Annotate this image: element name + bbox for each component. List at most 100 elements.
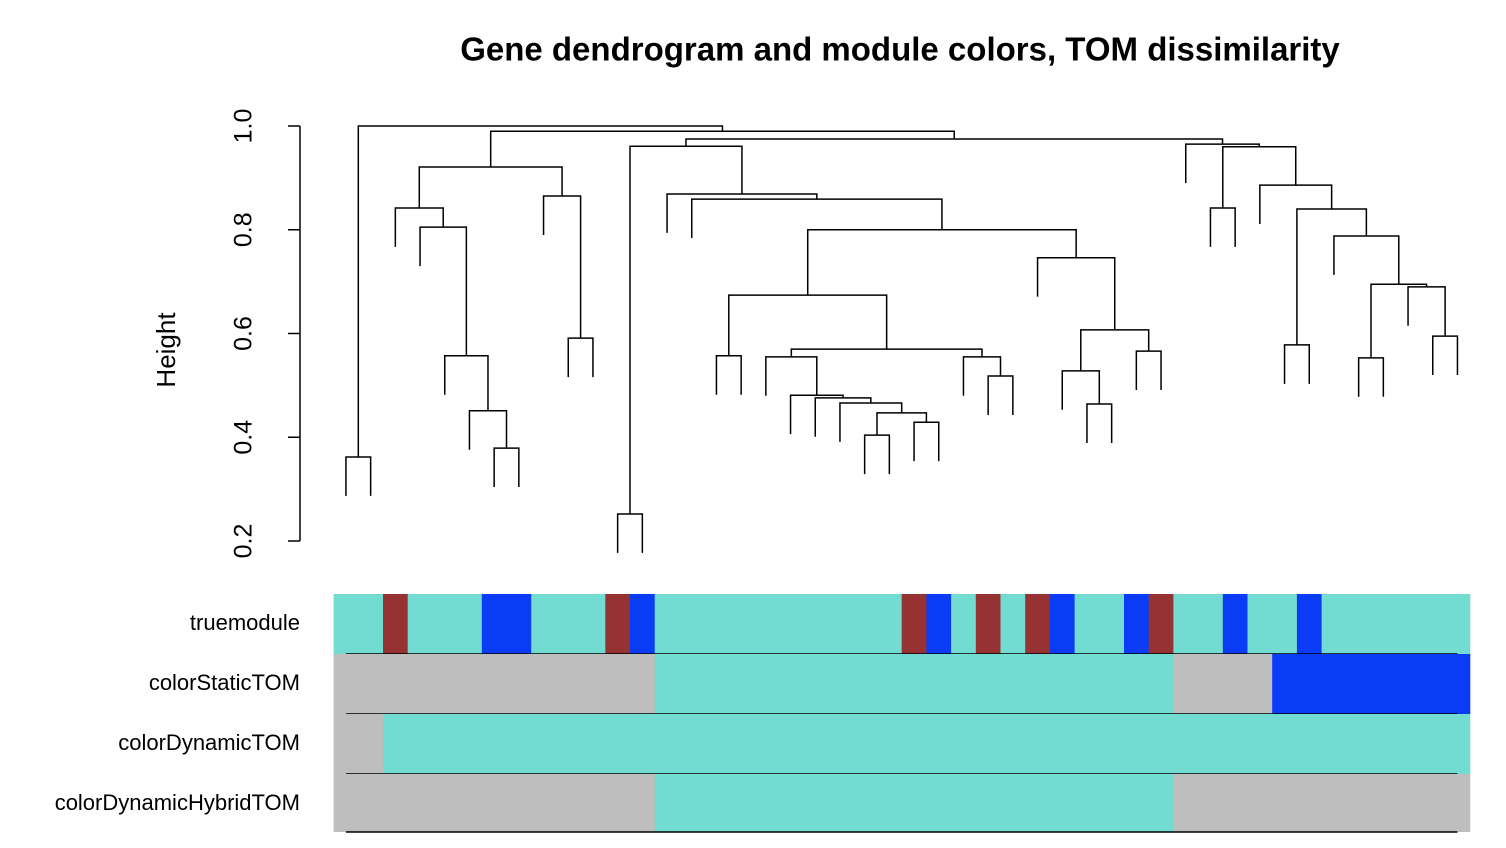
color-cell — [555, 774, 582, 832]
y-tick-label: 0.4 — [230, 420, 258, 455]
color-cell — [1124, 714, 1150, 774]
color-cell — [1099, 714, 1125, 774]
color-cell — [407, 594, 433, 654]
color-cell — [975, 654, 1001, 714]
color-cell — [827, 774, 853, 832]
color-cell — [457, 714, 483, 774]
color-cell — [358, 714, 384, 774]
y-tick-label: 0.8 — [230, 212, 258, 247]
color-cell — [1222, 714, 1248, 774]
color-cell — [333, 774, 359, 832]
color-cell — [630, 594, 656, 654]
color-cell — [333, 714, 359, 774]
color-cell — [926, 594, 952, 654]
color-cell — [383, 714, 409, 774]
dendrogram-branch — [489, 130, 955, 167]
dendrogram-branch — [962, 356, 1002, 396]
dendrogram-branch — [863, 434, 891, 475]
color-cell — [1074, 774, 1100, 832]
color-cell — [407, 774, 433, 832]
color-cell — [580, 774, 606, 832]
color-cell — [802, 714, 829, 774]
color-cell — [1148, 594, 1174, 654]
color-cell — [704, 774, 730, 832]
color-cell — [1000, 774, 1026, 832]
color-cell — [802, 594, 829, 654]
row-label: truemodule — [190, 610, 300, 635]
color-cell — [852, 714, 878, 774]
color-cell — [679, 654, 705, 714]
row-label: colorDynamicHybridTOM — [55, 790, 300, 815]
color-cell — [1025, 774, 1051, 832]
dendrogram-branch — [789, 394, 844, 435]
color-cell — [877, 714, 903, 774]
y-axis-label: Height — [151, 312, 181, 388]
color-cell — [704, 594, 730, 654]
color-cell — [1025, 714, 1051, 774]
color-cell — [605, 714, 631, 774]
color-cell — [358, 774, 384, 832]
color-cell — [679, 714, 705, 774]
color-cell — [605, 594, 631, 654]
color-cell — [1272, 714, 1298, 774]
chart-title: Gene dendrogram and module colors, TOM d… — [460, 31, 1340, 68]
dendrogram-branch — [1407, 286, 1446, 337]
color-cell — [852, 774, 878, 832]
color-cell — [1247, 654, 1273, 714]
color-cell — [1445, 594, 1471, 654]
color-cell — [1395, 594, 1421, 654]
dendrogram-branch — [357, 125, 724, 457]
color-cell — [1247, 594, 1273, 654]
color-cell — [1321, 654, 1347, 714]
color-cell — [975, 714, 1001, 774]
color-cell — [901, 774, 927, 832]
color-cell — [1222, 774, 1248, 832]
color-cell — [580, 654, 606, 714]
color-cell — [506, 774, 532, 832]
color-cell — [383, 594, 409, 654]
color-cell — [654, 654, 680, 714]
dendrogram-branch — [765, 356, 818, 396]
color-cell — [555, 594, 582, 654]
color-cell — [1148, 654, 1174, 714]
color-cell — [1074, 654, 1100, 714]
color-cell — [1247, 714, 1273, 774]
color-cell — [358, 654, 384, 714]
color-cell — [802, 774, 829, 832]
dendrogram-branch — [468, 410, 508, 450]
color-cell — [1445, 714, 1471, 774]
color-cell — [852, 654, 878, 714]
dendrogram-branch — [1209, 207, 1236, 247]
color-cell — [1420, 714, 1446, 774]
color-cell — [654, 774, 680, 832]
color-cell — [951, 714, 977, 774]
color-cell — [1198, 774, 1224, 832]
dendrogram-branch — [728, 294, 888, 356]
color-cell — [1148, 714, 1174, 774]
color-cell — [432, 654, 458, 714]
color-cell — [1296, 654, 1323, 714]
color-cell — [753, 774, 779, 832]
color-cell — [901, 594, 927, 654]
color-cell — [1346, 774, 1372, 832]
color-cell — [1321, 714, 1347, 774]
color-cell — [1099, 774, 1125, 832]
color-cell — [1371, 594, 1397, 654]
dendrogram-branch — [418, 166, 563, 208]
color-cell — [630, 774, 656, 832]
color-cell — [383, 774, 409, 832]
row-label: colorStaticTOM — [149, 670, 300, 695]
color-cell — [951, 594, 977, 654]
color-cell — [728, 714, 754, 774]
color-cell — [1074, 714, 1100, 774]
color-cell — [333, 594, 359, 654]
color-cell — [531, 774, 557, 832]
color-cell — [580, 714, 606, 774]
color-cell — [975, 774, 1001, 832]
color-cell — [802, 654, 829, 714]
dendrogram-branch — [715, 355, 742, 395]
color-cell — [1272, 654, 1298, 714]
dendrogram-branch — [1370, 283, 1428, 358]
color-cell — [383, 654, 409, 714]
color-cell — [457, 594, 483, 654]
